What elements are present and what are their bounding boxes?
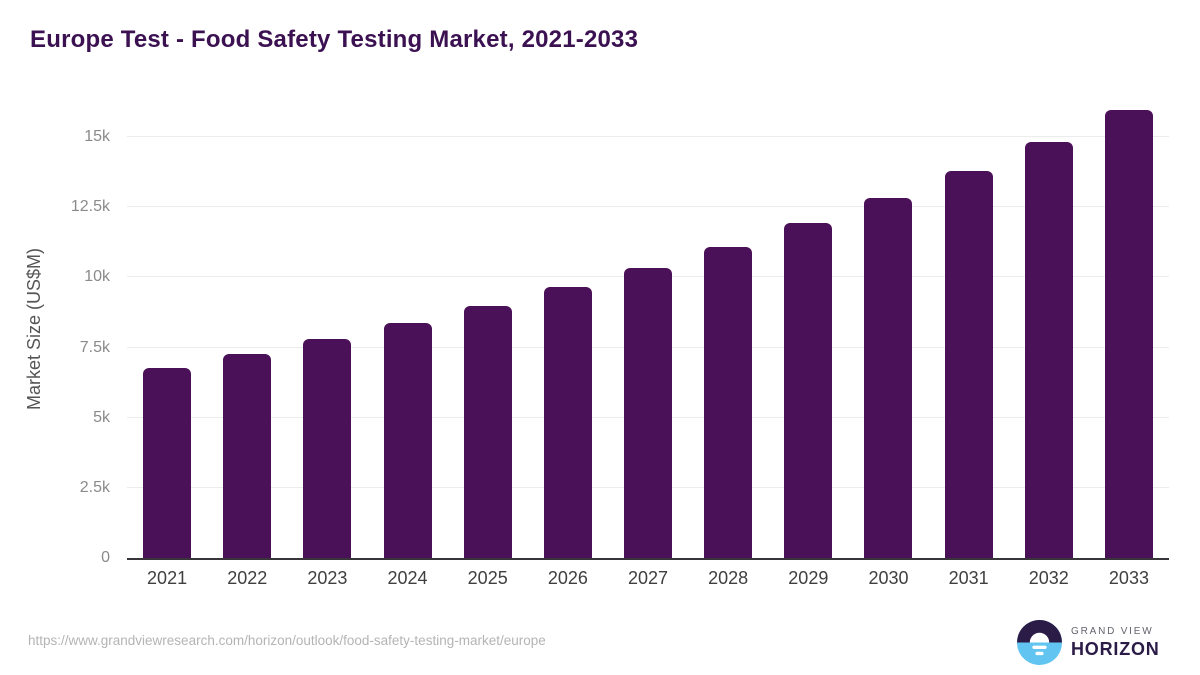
bar-cell-2024 — [367, 100, 447, 558]
y-axis-tick-labels: 0 2.5k 5k 7.5k 10k 12.5k 15k — [0, 100, 110, 566]
bar-cell-2021 — [127, 100, 207, 558]
bar-cell-2023 — [287, 100, 367, 558]
x-tick-label-2032: 2032 — [1028, 568, 1069, 588]
bar-cell-2025 — [448, 100, 528, 558]
x-tick-label-2033: 2033 — [1108, 568, 1149, 588]
bar-cell-2028 — [688, 100, 768, 558]
bar-cell-2027 — [608, 100, 688, 558]
bar-2029[interactable] — [784, 223, 833, 558]
chart-title: Europe Test - Food Safety Testing Market… — [30, 26, 639, 53]
bar-cell-2026 — [528, 100, 608, 558]
bar-2021[interactable] — [143, 367, 192, 558]
logo-text-grand-view: GRAND VIEW — [1071, 625, 1154, 637]
y-tick-label: 5k — [93, 408, 110, 426]
bar-2023[interactable] — [303, 338, 352, 558]
plot-area — [127, 100, 1169, 560]
x-tick-label-2025: 2025 — [467, 568, 508, 588]
x-tick-label-2022: 2022 — [227, 568, 268, 588]
bar-2022[interactable] — [223, 354, 272, 558]
y-tick-label: 0 — [101, 549, 110, 566]
bar-2024[interactable] — [383, 323, 432, 558]
logo-text: GRAND VIEW HORIZON — [1071, 626, 1160, 660]
x-tick-label-2028: 2028 — [708, 568, 749, 588]
horizon-sun-icon — [1017, 620, 1062, 665]
bar-cell-2029 — [768, 100, 848, 558]
bar-2027[interactable] — [624, 268, 673, 558]
logo-text-horizon: HORIZON — [1071, 638, 1160, 659]
x-tick-label-2023: 2023 — [307, 568, 348, 588]
y-tick-label: 15k — [84, 128, 110, 146]
bar-2025[interactable] — [463, 306, 512, 558]
y-tick-label: 12.5k — [70, 198, 110, 216]
bar-cell-2033 — [1089, 100, 1169, 558]
gridline-12.5k — [127, 206, 1169, 208]
x-tick-label-2024: 2024 — [387, 568, 428, 588]
bar-2031[interactable] — [944, 171, 993, 558]
source-url: https://www.grandviewresearch.com/horizo… — [28, 633, 546, 648]
bar-cell-2030 — [848, 100, 928, 558]
bar-series — [127, 100, 1169, 558]
x-tick-label-2031: 2031 — [948, 568, 989, 588]
x-tick-label-2027: 2027 — [627, 568, 669, 588]
y-tick-label: 2.5k — [79, 478, 110, 496]
bar-cell-2031 — [929, 100, 1009, 558]
y-tick-label: 10k — [84, 268, 110, 286]
bar-2032[interactable] — [1024, 142, 1073, 558]
x-tick-label-2021: 2021 — [147, 568, 188, 588]
bar-cell-2032 — [1009, 100, 1089, 558]
gridline-15k — [127, 136, 1169, 138]
bar-2033[interactable] — [1104, 110, 1153, 558]
x-tick-label-2026: 2026 — [547, 568, 588, 588]
bar-2028[interactable] — [704, 246, 753, 558]
x-tick-label-2029: 2029 — [788, 568, 829, 588]
x-axis-labels: 2021 2022 2023 2024 2025 2026 2027 2028 2029 2030… — [127, 568, 1169, 589]
grand-view-horizon-logo: GRAND VIEW HORIZON — [1017, 620, 1160, 665]
bar-2030[interactable] — [864, 197, 913, 558]
x-tick-label-2030: 2030 — [868, 568, 909, 588]
bar-cell-2022 — [207, 100, 287, 558]
bar-2026[interactable] — [543, 286, 592, 558]
y-tick-label: 7.5k — [79, 338, 110, 356]
